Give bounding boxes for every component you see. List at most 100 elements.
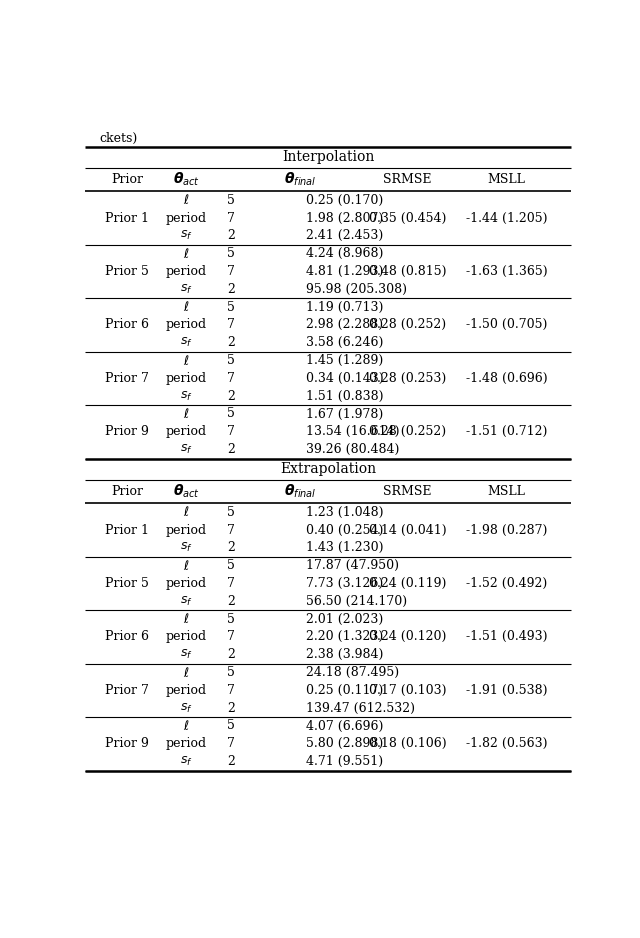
Text: 2: 2 — [227, 541, 236, 554]
Text: 7: 7 — [227, 577, 236, 590]
Text: 0.18 (0.106): 0.18 (0.106) — [369, 737, 446, 750]
Text: Prior: Prior — [111, 174, 143, 187]
Text: Prior: Prior — [111, 485, 143, 498]
Text: -1.51 (0.493): -1.51 (0.493) — [466, 630, 547, 643]
Text: $\ell$: $\ell$ — [183, 719, 190, 733]
Text: $s_f$: $s_f$ — [180, 702, 193, 715]
Text: 2: 2 — [227, 755, 236, 768]
Text: 4.81 (1.293): 4.81 (1.293) — [306, 265, 383, 278]
Text: 0.14 (0.041): 0.14 (0.041) — [369, 523, 446, 537]
Text: -1.63 (1.365): -1.63 (1.365) — [466, 265, 547, 278]
Text: 2: 2 — [227, 648, 236, 661]
Text: 0.35 (0.454): 0.35 (0.454) — [369, 211, 446, 224]
Text: 2.01 (2.023): 2.01 (2.023) — [306, 613, 383, 626]
Text: $\ell$: $\ell$ — [183, 666, 190, 679]
Text: 7: 7 — [227, 265, 236, 278]
Text: 1.45 (1.289): 1.45 (1.289) — [306, 354, 383, 367]
Text: 0.17 (0.103): 0.17 (0.103) — [369, 684, 446, 697]
Text: 2: 2 — [227, 595, 236, 608]
Text: 2.41 (2.453): 2.41 (2.453) — [306, 229, 383, 242]
Text: 2: 2 — [227, 702, 236, 715]
Text: 5: 5 — [227, 407, 236, 420]
Text: 95.98 (205.308): 95.98 (205.308) — [306, 282, 406, 295]
Text: $s_f$: $s_f$ — [180, 389, 193, 402]
Text: 0.28 (0.252): 0.28 (0.252) — [369, 318, 446, 331]
Text: period: period — [166, 684, 207, 697]
Text: Extrapolation: Extrapolation — [280, 462, 376, 477]
Text: 0.28 (0.253): 0.28 (0.253) — [369, 371, 446, 385]
Text: 5.80 (2.898): 5.80 (2.898) — [306, 737, 383, 750]
Text: -1.51 (0.712): -1.51 (0.712) — [466, 425, 547, 438]
Text: period: period — [166, 211, 207, 224]
Text: -1.52 (0.492): -1.52 (0.492) — [466, 577, 547, 590]
Text: 3.58 (6.246): 3.58 (6.246) — [306, 336, 383, 349]
Text: 56.50 (214.170): 56.50 (214.170) — [306, 595, 407, 608]
Text: 5: 5 — [227, 559, 236, 572]
Text: period: period — [166, 318, 207, 331]
Text: 0.28 (0.252): 0.28 (0.252) — [369, 425, 446, 438]
Text: -1.44 (1.205): -1.44 (1.205) — [466, 211, 547, 224]
Text: -1.91 (0.538): -1.91 (0.538) — [466, 684, 547, 697]
Text: 1.19 (0.713): 1.19 (0.713) — [306, 300, 383, 313]
Text: 2: 2 — [227, 389, 236, 402]
Text: 2.20 (1.323): 2.20 (1.323) — [306, 630, 383, 643]
Text: 2: 2 — [227, 336, 236, 349]
Text: 5: 5 — [227, 613, 236, 626]
Text: 4.24 (8.968): 4.24 (8.968) — [306, 247, 383, 260]
Text: period: period — [166, 630, 207, 643]
Text: $s_f$: $s_f$ — [180, 541, 193, 554]
Text: 2.38 (3.984): 2.38 (3.984) — [306, 648, 383, 661]
Text: Prior 1: Prior 1 — [105, 523, 149, 537]
Text: 0.40 (0.254): 0.40 (0.254) — [306, 523, 383, 537]
Text: 7: 7 — [227, 425, 236, 438]
Text: 13.54 (16.614): 13.54 (16.614) — [306, 425, 399, 438]
Text: period: period — [166, 577, 207, 590]
Text: period: period — [166, 523, 207, 537]
Text: 2: 2 — [227, 229, 236, 242]
Text: 7: 7 — [227, 211, 236, 224]
Text: 0.24 (0.120): 0.24 (0.120) — [369, 630, 446, 643]
Text: $s_f$: $s_f$ — [180, 443, 193, 456]
Text: 2.98 (2.288): 2.98 (2.288) — [306, 318, 383, 331]
Text: $\ell$: $\ell$ — [183, 506, 190, 520]
Text: 4.71 (9.551): 4.71 (9.551) — [306, 755, 383, 768]
Text: 7: 7 — [227, 737, 236, 750]
Text: -1.98 (0.287): -1.98 (0.287) — [466, 523, 547, 537]
Text: 39.26 (80.484): 39.26 (80.484) — [306, 443, 399, 456]
Text: 7: 7 — [227, 523, 236, 537]
Text: -1.82 (0.563): -1.82 (0.563) — [466, 737, 547, 750]
Text: 5: 5 — [227, 300, 236, 313]
Text: $\boldsymbol{\theta}_{act}$: $\boldsymbol{\theta}_{act}$ — [173, 483, 200, 501]
Text: -1.48 (0.696): -1.48 (0.696) — [466, 371, 547, 385]
Text: $\ell$: $\ell$ — [183, 559, 190, 573]
Text: $\ell$: $\ell$ — [183, 354, 190, 368]
Text: $\ell$: $\ell$ — [183, 407, 190, 421]
Text: $s_f$: $s_f$ — [180, 282, 193, 295]
Text: 0.24 (0.119): 0.24 (0.119) — [369, 577, 446, 590]
Text: $\ell$: $\ell$ — [183, 247, 190, 261]
Text: $\ell$: $\ell$ — [183, 193, 190, 207]
Text: 7.73 (3.126): 7.73 (3.126) — [306, 577, 383, 590]
Text: 0.25 (0.117): 0.25 (0.117) — [306, 684, 383, 697]
Text: 7: 7 — [227, 630, 236, 643]
Text: 139.47 (612.532): 139.47 (612.532) — [306, 702, 415, 715]
Text: 7: 7 — [227, 318, 236, 331]
Text: Prior 5: Prior 5 — [105, 577, 149, 590]
Text: $\boldsymbol{\theta}_{final}$: $\boldsymbol{\theta}_{final}$ — [284, 483, 317, 501]
Text: 4.07 (6.696): 4.07 (6.696) — [306, 719, 383, 733]
Text: 5: 5 — [227, 666, 236, 679]
Text: $s_f$: $s_f$ — [180, 229, 193, 242]
Text: $\ell$: $\ell$ — [183, 300, 190, 314]
Text: Prior 9: Prior 9 — [105, 737, 149, 750]
Text: 5: 5 — [227, 354, 236, 367]
Text: -1.50 (0.705): -1.50 (0.705) — [466, 318, 547, 331]
Text: $s_f$: $s_f$ — [180, 336, 193, 349]
Text: period: period — [166, 737, 207, 750]
Text: $s_f$: $s_f$ — [180, 755, 193, 768]
Text: Prior 6: Prior 6 — [105, 318, 149, 331]
Text: ckets): ckets) — [100, 132, 138, 145]
Text: 1.51 (0.838): 1.51 (0.838) — [306, 389, 383, 402]
Text: MSLL: MSLL — [488, 174, 525, 187]
Text: $s_f$: $s_f$ — [180, 595, 193, 608]
Text: 1.67 (1.978): 1.67 (1.978) — [306, 407, 383, 420]
